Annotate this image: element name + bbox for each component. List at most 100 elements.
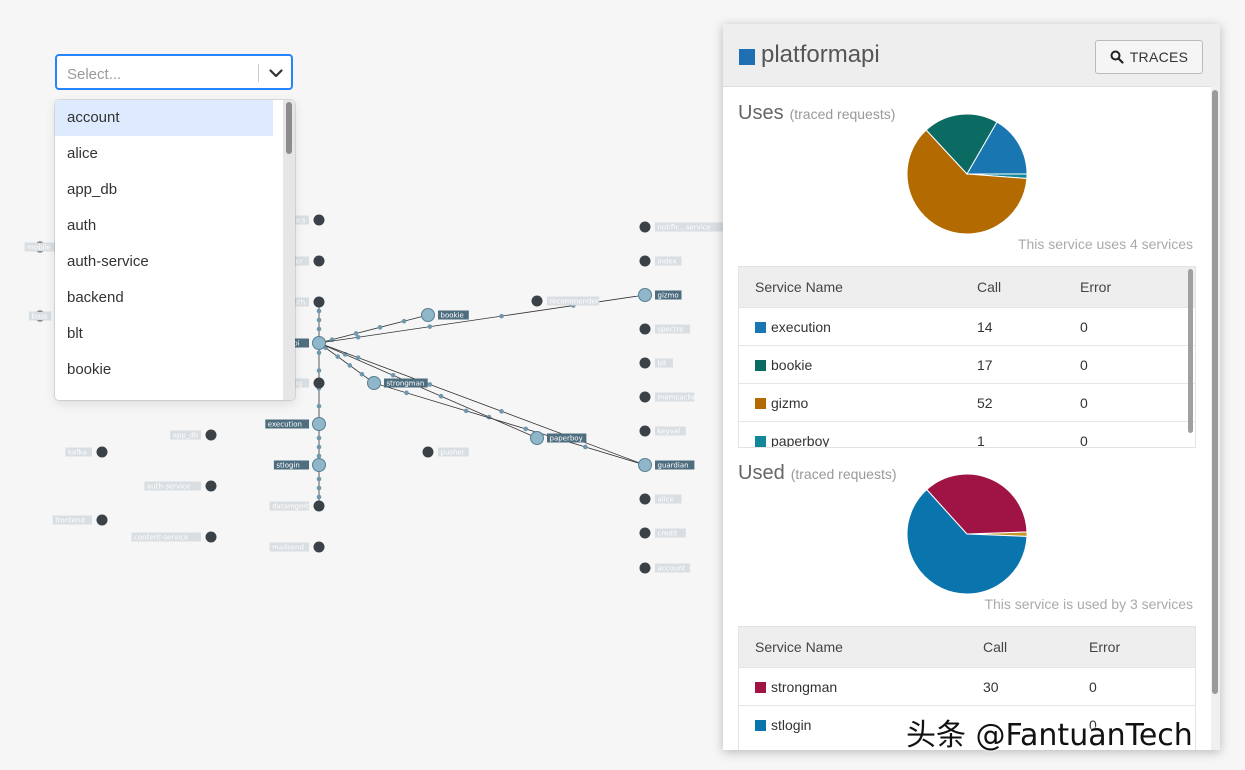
uses-pie-chart	[906, 113, 1028, 235]
traffic-particle	[347, 363, 353, 368]
select-option-auth-service[interactable]: auth-service	[67, 253, 149, 270]
node-label-bg	[286, 215, 309, 225]
service-color-swatch	[755, 359, 766, 371]
node-label-bg	[52, 515, 92, 525]
graph-node-mobile[interactable]: mobile	[24, 241, 56, 253]
node-label-bg	[655, 222, 734, 232]
graph-node-kafka[interactable]: kafka	[65, 446, 108, 458]
graph-node-recommender[interactable]: recommender	[531, 295, 600, 307]
graph-node-frontend[interactable]: frontend	[52, 514, 108, 526]
traffic-particle	[316, 453, 322, 459]
graph-node-boss[interactable]: boss	[28, 310, 52, 322]
node-circle	[639, 493, 651, 505]
col-call: Call	[983, 639, 1008, 655]
graph-node-spectre[interactable]: spectre	[639, 323, 691, 335]
uses-table-scrollbar[interactable]	[1188, 269, 1193, 433]
graph-node-app_db[interactable]: app_db	[170, 429, 217, 441]
node-circle	[313, 255, 325, 267]
graph-node-notification-service[interactable]: notific...service	[639, 221, 734, 233]
graph-node-auth-service[interactable]: auth-service	[144, 480, 217, 492]
graph-node-execution[interactable]: execution	[265, 417, 326, 431]
traffic-particle	[427, 324, 433, 329]
node-circle	[205, 531, 217, 543]
node-label-bg	[655, 358, 673, 368]
traffic-particle	[316, 403, 322, 409]
traffic-particle	[377, 325, 383, 330]
graph-node-datamgmt[interactable]: datamgmt	[269, 500, 325, 512]
traffic-particle	[316, 476, 322, 482]
graph-node-paperboy[interactable]: paperboy	[530, 431, 587, 445]
graph-node-blt[interactable]: blt	[639, 357, 674, 369]
graph-edge	[318, 342, 646, 466]
graph-node-auth[interactable]: auth	[286, 296, 325, 308]
select-separator	[258, 64, 259, 82]
graph-node-index[interactable]: index	[639, 255, 682, 267]
traffic-particle	[427, 382, 433, 387]
select-option-app-db[interactable]: app_db	[67, 181, 118, 198]
graph-node-docs[interactable]: docs	[286, 214, 325, 226]
graph-node-keyval[interactable]: keyval	[639, 425, 686, 437]
node-label: datamgmt	[272, 503, 309, 511]
graph-node-credit[interactable]: credit	[639, 527, 686, 539]
node-label: keyval	[658, 428, 681, 436]
uses-table: Service Name Call Error execution 14 0 book…	[738, 266, 1196, 448]
select-menu-scroll-thumb[interactable]	[286, 102, 292, 154]
graph-node-account[interactable]: account	[639, 562, 691, 574]
select-option-auth[interactable]: auth	[67, 217, 97, 234]
node-label-bg	[655, 460, 695, 470]
node-circle	[639, 562, 651, 574]
traffic-particle	[401, 318, 407, 324]
select-option-blt[interactable]: blt	[67, 325, 83, 342]
select-option-alice[interactable]: alice	[67, 145, 98, 162]
node-label: bookie	[441, 312, 464, 320]
service-name: strongman	[771, 678, 838, 695]
traffic-particle	[499, 313, 504, 319]
node-circle	[96, 446, 108, 458]
traffic-particle	[316, 350, 322, 356]
node-circle	[312, 417, 326, 431]
chevron-down-icon[interactable]	[265, 63, 287, 83]
select-option-account[interactable]: account	[55, 100, 273, 136]
node-circle	[96, 514, 108, 526]
node-label-bg	[269, 542, 309, 552]
table-row[interactable]: stlogin 0	[739, 705, 1195, 743]
table-row[interactable]: execution 14 0	[739, 307, 1195, 345]
select-menu-scrollbar[interactable]	[283, 100, 295, 400]
graph-node-pusher[interactable]: pusher	[422, 446, 469, 458]
call-count: 1	[977, 432, 985, 448]
service-search-input[interactable]	[65, 63, 249, 85]
call-count: 30	[983, 678, 999, 695]
graph-node-gizmo[interactable]: gizmo	[638, 288, 682, 302]
node-label: paperboy	[550, 435, 583, 443]
service-select[interactable]	[55, 54, 293, 90]
panel-header: platformapi TRACES	[723, 24, 1220, 87]
graph-node-guardian[interactable]: guardian	[638, 458, 695, 472]
service-name: paperboy	[771, 432, 830, 448]
panel-scroll-thumb[interactable]	[1212, 90, 1218, 694]
node-label: mobile	[27, 244, 51, 252]
graph-node-stlogin[interactable]: stlogin	[273, 458, 326, 472]
graph-node-memcache[interactable]: memcache	[639, 391, 697, 403]
traces-button[interactable]: TRACES	[1095, 40, 1203, 74]
traffic-particle	[316, 494, 322, 500]
graph-node-alice[interactable]: alice	[639, 493, 682, 505]
select-option-bookie[interactable]: bookie	[67, 361, 112, 378]
node-label-bg	[655, 494, 682, 504]
table-row[interactable]: strongman 30 0	[739, 667, 1195, 705]
graph-node-mailsend[interactable]: mailsend	[269, 541, 325, 553]
table-row[interactable]: paperboy 1 0	[739, 421, 1195, 448]
node-label: strongman	[387, 380, 425, 388]
table-row[interactable]: bookie 17 0	[739, 345, 1195, 383]
panel-scrollbar[interactable]	[1211, 86, 1220, 750]
graph-node-bookie[interactable]: bookie	[421, 308, 469, 322]
traffic-particle	[316, 317, 322, 323]
node-label-bg	[655, 528, 686, 538]
graph-node-content-service[interactable]: content-service	[131, 531, 217, 543]
graph-node-strongman[interactable]: strongman	[367, 376, 428, 390]
traffic-particle	[316, 326, 322, 332]
select-option-backend[interactable]: backend	[67, 289, 124, 306]
traffic-particle	[583, 444, 588, 450]
error-count: 0	[1089, 716, 1097, 733]
table-row[interactable]: gizmo 52 0	[739, 383, 1195, 421]
